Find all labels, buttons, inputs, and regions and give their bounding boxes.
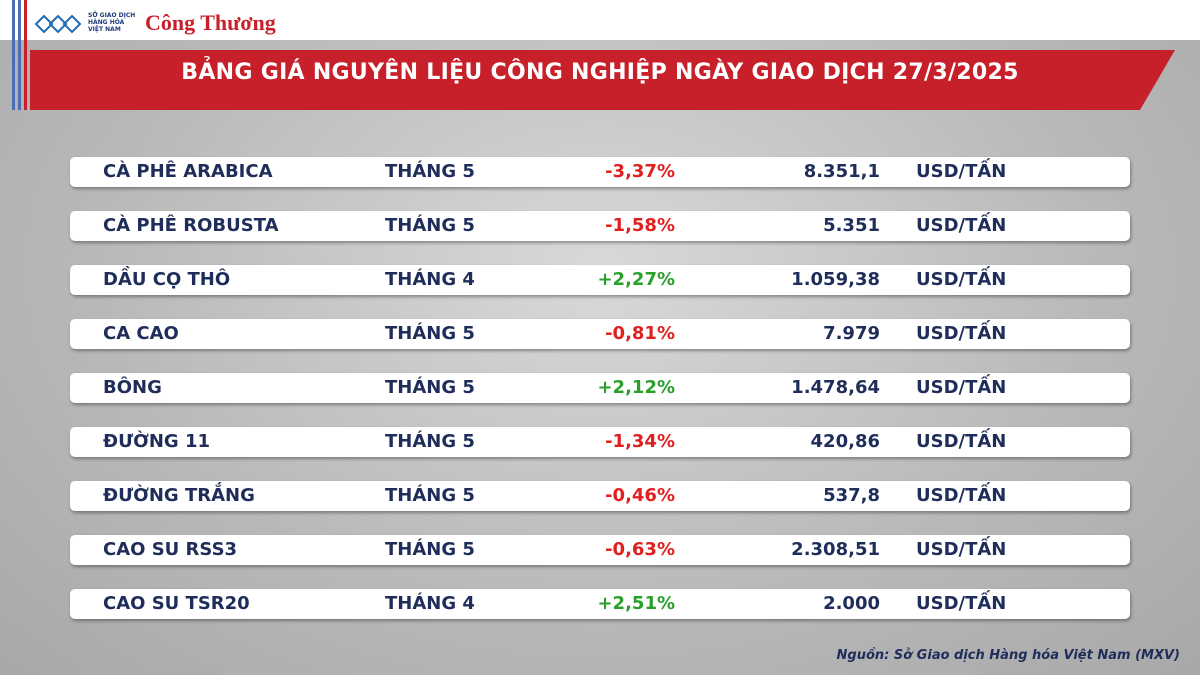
unit: USD/TẤN (916, 431, 1007, 452)
contract-month: THÁNG 5 (385, 485, 475, 506)
contract-month: THÁNG 5 (385, 323, 475, 344)
change: -3,37% (605, 161, 675, 182)
commodity: CÀ PHÊ ARABICA (103, 161, 273, 182)
commodity: BÔNG (103, 377, 162, 398)
row: DẦU CỌ THÔ THÁNG 4 +2,27% 1.059,38 USD/TẤN (70, 265, 1130, 295)
commodity: CÀ PHÊ ROBUSTA (103, 215, 279, 236)
commodity: CA CAO (103, 323, 179, 344)
row: CÀ PHÊ ROBUSTA THÁNG 5 -1,58% 5.351 USD/TẤN (70, 211, 1130, 241)
logo-text: SỞ GIAO DỊCH HÀNG HÓA VIỆT NAM (88, 12, 135, 33)
price: 8.351,1 (803, 161, 880, 182)
logo-mark (34, 14, 82, 34)
commodity: ĐƯỜNG 11 (103, 431, 210, 452)
commodity: DẦU CỌ THÔ (103, 269, 231, 290)
contract-month: THÁNG 5 (385, 431, 475, 452)
price: 2.000 (823, 593, 880, 614)
unit: USD/TẤN (916, 161, 1007, 182)
stripe (18, 0, 21, 110)
unit: USD/TẤN (916, 485, 1007, 506)
row: ĐƯỜNG 11 THÁNG 5 -1,34% 420,86 USD/TẤN (70, 427, 1130, 457)
change: -0,63% (605, 539, 675, 560)
unit: USD/TẤN (916, 269, 1007, 290)
contract-month: THÁNG 5 (385, 215, 475, 236)
unit: USD/TẤN (916, 539, 1007, 560)
logo-line: VIỆT NAM (88, 26, 121, 33)
commodity: CAO SU TSR20 (103, 593, 250, 614)
source: Nguồn: Sở Giao dịch Hàng hóa Việt Nam (M… (836, 648, 1180, 663)
stripe (24, 0, 27, 110)
price: 1.059,38 (791, 269, 880, 290)
unit: USD/TẤN (916, 593, 1007, 614)
unit: USD/TẤN (916, 215, 1007, 236)
contract-month: THÁNG 5 (385, 161, 475, 182)
price: 537,8 (823, 485, 880, 506)
top-bar (0, 0, 1200, 40)
title: BẢNG GIÁ NGUYÊN LIỆU CÔNG NGHIỆP NGÀY GI… (181, 60, 1019, 85)
commodity: CAO SU RSS3 (103, 539, 238, 560)
row: CAO SU RSS3 THÁNG 5 -0,63% 2.308,51 USD/TẤN (70, 535, 1130, 565)
change: +2,51% (597, 593, 675, 614)
unit: USD/TẤN (916, 323, 1007, 344)
row: CA CAO THÁNG 5 -0,81% 7.979 USD/TẤN (70, 319, 1130, 349)
contract-month: THÁNG 4 (385, 593, 475, 614)
contract-month: THÁNG 5 (385, 539, 475, 560)
change: -1,58% (605, 215, 675, 236)
contract-month: THÁNG 5 (385, 377, 475, 398)
unit: USD/TẤN (916, 377, 1007, 398)
change: -0,46% (605, 485, 675, 506)
stripe (12, 0, 15, 110)
logo-line: SỞ GIAO DỊCH (88, 12, 136, 19)
price: 420,86 (810, 431, 880, 452)
change: +2,27% (597, 269, 675, 290)
row: BÔNG THÁNG 5 +2,12% 1.478,64 USD/TẤN (70, 373, 1130, 403)
price: 1.478,64 (791, 377, 880, 398)
commodity: ĐƯỜNG TRẮNG (103, 485, 255, 506)
contract-month: THÁNG 4 (385, 269, 475, 290)
change: -1,34% (605, 431, 675, 452)
row: CÀ PHÊ ARABICA THÁNG 5 -3,37% 8.351,1 USD/TẤ… (70, 157, 1130, 187)
change: +2,12% (597, 377, 675, 398)
logo-line: HÀNG HÓA (88, 19, 125, 26)
brand: Công Thương (145, 10, 276, 35)
price: 2.308,51 (791, 539, 880, 560)
price: 5.351 (823, 215, 880, 236)
title-band (30, 50, 1175, 110)
row: ĐƯỜNG TRẮNG THÁNG 5 -0,46% 537,8 USD/TẤN (70, 481, 1130, 511)
change: -0,81% (605, 323, 675, 344)
row: CAO SU TSR20 THÁNG 4 +2,51% 2.000 USD/TẤN (70, 589, 1130, 619)
price: 7.979 (823, 323, 880, 344)
